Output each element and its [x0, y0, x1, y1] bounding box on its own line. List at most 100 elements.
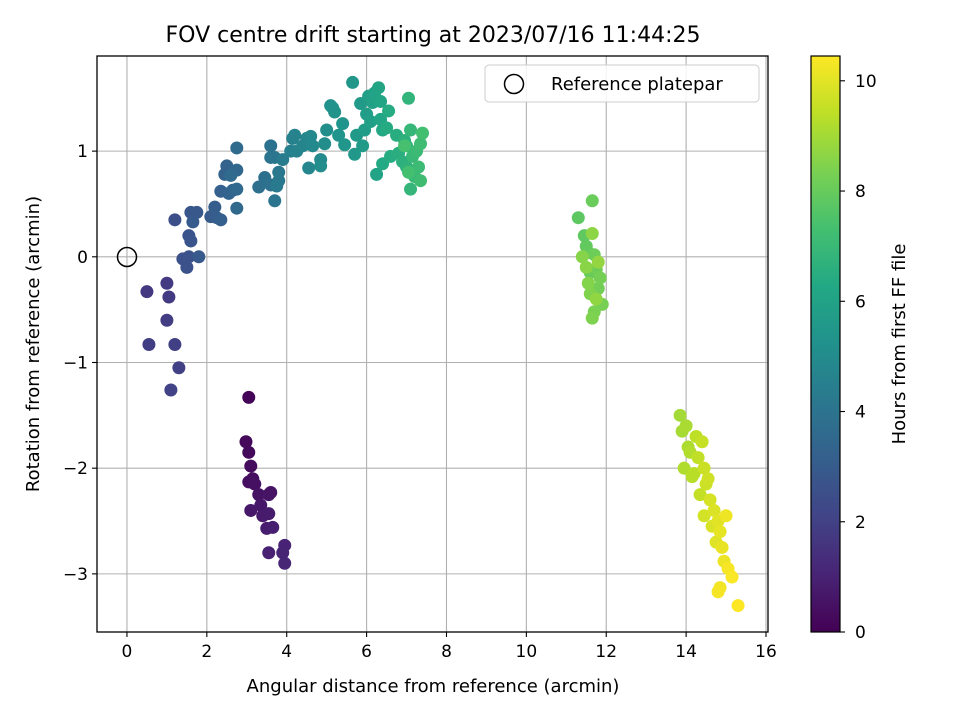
data-point — [168, 213, 182, 227]
data-point — [336, 117, 350, 131]
data-point — [184, 234, 198, 248]
data-point — [264, 139, 278, 153]
data-point — [364, 115, 378, 129]
x-tick-label: 6 — [361, 642, 372, 662]
data-point — [589, 292, 603, 306]
data-point — [254, 498, 268, 512]
data-point — [239, 435, 253, 449]
colorbar-label: Hours from first FF file — [889, 244, 910, 445]
x-tick-label: 4 — [281, 642, 292, 662]
data-point — [320, 123, 334, 137]
data-point — [160, 276, 174, 290]
colorbar-tick-label: 10 — [855, 72, 877, 92]
data-point — [142, 338, 156, 352]
data-point — [372, 81, 386, 95]
data-point — [697, 461, 711, 475]
data-point — [585, 311, 599, 325]
data-point — [348, 147, 362, 161]
data-point — [276, 546, 290, 560]
data-point — [414, 137, 428, 151]
legend: Reference platepar — [484, 64, 760, 103]
data-point — [673, 408, 687, 422]
data-point — [404, 182, 418, 196]
y-axis-ticks: −3 −2 −1 0 1 — [63, 142, 97, 585]
data-point — [715, 540, 729, 554]
data-point — [160, 313, 174, 327]
data-point — [266, 520, 280, 534]
data-point — [208, 200, 222, 214]
data-point — [268, 194, 282, 208]
data-point — [270, 179, 284, 193]
data-point — [693, 488, 707, 502]
data-point — [276, 153, 290, 167]
data-point — [412, 160, 426, 174]
data-point — [224, 168, 238, 182]
data-point — [591, 255, 605, 269]
y-tick-label: −3 — [63, 565, 88, 585]
x-tick-label: 8 — [441, 642, 452, 662]
data-point — [278, 556, 292, 570]
data-point — [186, 215, 200, 229]
data-point — [695, 435, 709, 449]
plot-frame — [96, 55, 769, 633]
data-point — [719, 509, 733, 523]
colorbar-gradient — [810, 55, 841, 633]
data-point — [262, 546, 276, 560]
data-point — [713, 525, 727, 539]
data-point — [571, 211, 585, 225]
data-point — [380, 121, 394, 135]
data-point — [314, 159, 328, 173]
data-point — [593, 271, 607, 285]
data-point — [164, 383, 178, 397]
data-point — [414, 174, 428, 188]
data-point — [707, 503, 721, 517]
data-point — [252, 180, 266, 194]
data-point — [180, 260, 194, 274]
data-point — [731, 599, 745, 613]
data-point — [416, 126, 430, 140]
data-point — [575, 250, 589, 264]
x-tick-label: 14 — [675, 642, 697, 662]
data-point — [252, 488, 266, 502]
data-point — [691, 451, 705, 465]
data-point — [168, 338, 182, 352]
data-points — [140, 75, 745, 613]
data-point — [264, 485, 278, 499]
data-point — [679, 419, 693, 433]
data-point — [302, 161, 316, 175]
x-tick-label: 10 — [516, 642, 538, 662]
data-point — [288, 128, 302, 142]
data-point — [677, 461, 691, 475]
legend-box — [484, 64, 760, 103]
data-point — [585, 227, 599, 241]
data-point — [242, 390, 256, 404]
data-point — [579, 260, 593, 274]
colorbar-tick-label: 4 — [855, 403, 866, 423]
data-point — [703, 493, 717, 507]
x-axis-label: Angular distance from reference (arcmin) — [247, 676, 620, 697]
data-point — [374, 94, 388, 108]
data-point — [701, 472, 715, 486]
colorbar-tick-label: 0 — [855, 623, 866, 643]
data-point — [248, 477, 262, 491]
colorbar-tick-label: 2 — [855, 513, 866, 533]
data-point — [725, 570, 739, 584]
x-tick-label: 0 — [122, 642, 133, 662]
chart-title: FOV centre drift starting at 2023/07/16 … — [166, 23, 701, 48]
data-point — [230, 182, 244, 196]
data-point — [332, 128, 346, 142]
colorbar-tick-label: 6 — [855, 292, 866, 312]
data-point — [244, 503, 258, 517]
data-point — [230, 201, 244, 215]
data-point — [162, 290, 176, 304]
data-point — [244, 459, 258, 473]
x-tick-label: 16 — [755, 642, 777, 662]
legend-label: Reference platepar — [551, 74, 723, 95]
reference-point-marker — [116, 246, 138, 268]
data-point — [214, 213, 228, 227]
y-tick-label: 1 — [77, 142, 88, 162]
x-tick-label: 12 — [595, 642, 617, 662]
colorbar-tick-label: 8 — [855, 182, 866, 202]
data-point — [402, 165, 416, 179]
